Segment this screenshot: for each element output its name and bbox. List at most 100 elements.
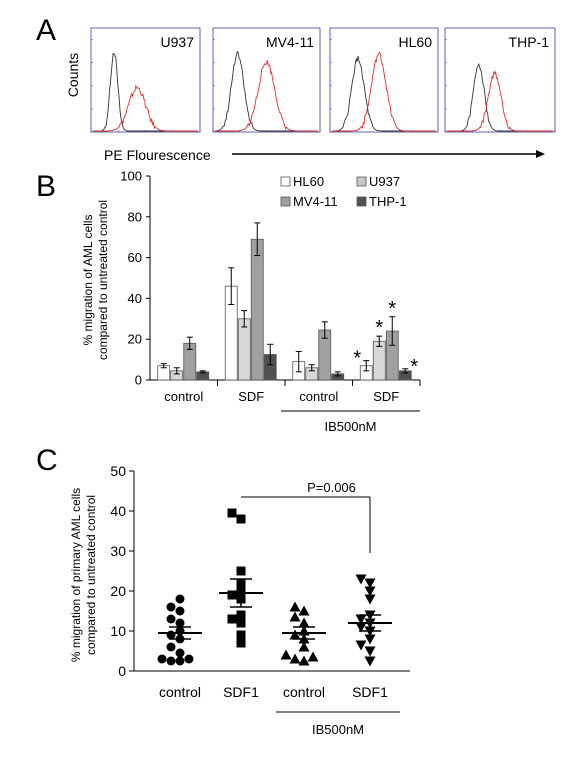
data-point-square (236, 618, 246, 628)
histogram-u937: U937 (90, 27, 201, 133)
panel-b-group-label: IB500nM (324, 419, 376, 434)
significance-star: * (388, 298, 396, 320)
histogram-peak-stained (93, 84, 198, 132)
panel-b-y-tick-label: 60 (128, 250, 142, 265)
data-point-circle (166, 630, 176, 640)
legend-label-thp-1: THP-1 (369, 194, 407, 209)
data-point-triangle-down (364, 586, 376, 597)
panel-c-scatter-chart: 0 10 20 30 40 50 % migration of primary AML ce… (69, 463, 410, 737)
data-point-triangle-down (355, 574, 367, 585)
data-point-triangle-down (364, 656, 376, 667)
panel-c-group-label: IB500nM (312, 722, 364, 737)
data-point-triangle-down (364, 578, 376, 589)
panel-b-category-label: SDF (238, 389, 264, 404)
bar-mv4-11 (250, 238, 264, 381)
data-point-square (236, 566, 246, 576)
data-point-square (236, 630, 246, 640)
histogram-label: MV4-11 (266, 34, 314, 50)
panel-c-y-tick-label: 30 (110, 543, 126, 559)
legend-label-u937: U937 (369, 174, 400, 189)
panel-c-category-label: SDF1 (352, 684, 388, 700)
histogram-peak-stained (332, 51, 436, 132)
legend-swatch-u937 (356, 176, 367, 187)
data-point-circle (175, 618, 185, 628)
panel-b-y-tick-label: 80 (128, 209, 142, 224)
histogram-frame (212, 27, 321, 133)
histogram-hl60: HL60 (329, 27, 439, 133)
panel-c-y-tick-label: 0 (118, 663, 126, 679)
histogram-label: HL60 (399, 34, 433, 50)
panel-c-category-label: SDF1 (223, 684, 259, 700)
data-point-triangle-down (355, 622, 367, 633)
data-point-square (236, 610, 246, 620)
panel-b-y-tick-label: 20 (128, 332, 142, 347)
data-point-triangle (298, 605, 310, 616)
data-point-triangle (289, 611, 301, 622)
panel-c-y-tick-label: 40 (110, 503, 126, 519)
histogram-peak-stained (447, 70, 553, 132)
panel-b-y-tick-label: 40 (128, 291, 142, 306)
significance-star: * (375, 317, 383, 339)
bar-u937 (237, 318, 251, 381)
panel-a-xlabel: PE Flourescence (104, 147, 211, 163)
panel-c-category-label: control (159, 684, 201, 700)
legend-swatch-mv4-11 (280, 196, 291, 207)
data-point-square (227, 614, 237, 624)
panel-b-category-label: control (164, 389, 203, 404)
data-point-triangle (298, 655, 310, 666)
panel-c-y-tick-label: 20 (110, 583, 126, 599)
legend-swatch-hl60 (280, 176, 291, 187)
histogram-mv4-11: MV4-11 (212, 27, 321, 133)
pvalue-label: P=0.006 (307, 480, 356, 495)
data-point-square (236, 514, 246, 524)
legend-label-hl60: HL60 (293, 174, 324, 189)
data-point-circle (175, 648, 185, 658)
data-point-circle (166, 656, 176, 666)
data-point-triangle-down (355, 614, 367, 625)
panel-b-y-tick-label: 0 (135, 373, 142, 388)
panel-b-bar-chart: 0 20 40 60 80 100 % migration of AML cells comp… (81, 169, 421, 434)
bar-u937 (372, 340, 386, 381)
data-point-circle (166, 614, 176, 624)
panel-letter-c: C (36, 444, 58, 477)
data-point-triangle (298, 617, 310, 628)
panel-c-category-label: control (283, 684, 325, 700)
data-point-triangle-down (364, 646, 376, 657)
panel-b-ylabel-line1: % migration of AML cells (81, 215, 95, 346)
data-point-circle (184, 654, 194, 664)
panel-b-y-tick-label: 100 (120, 169, 142, 184)
histogram-thp-1: THP-1 (444, 27, 556, 133)
data-point-circle (175, 606, 185, 616)
panel-b-legend: HL60 U937 MV4-11 THP-1 (280, 174, 407, 209)
panel-c-ylabel-line2: compared to untreated control (84, 495, 98, 655)
panel-c-y-tick-label: 50 (110, 463, 126, 479)
data-point-square (227, 508, 237, 518)
panel-a-ylabel: Counts (65, 53, 81, 97)
panel-a-histograms: Counts PE Flourescence U937 MV4-11 HL60 THP… (65, 27, 556, 163)
panel-b-category-label: control (299, 389, 338, 404)
significance-star: * (410, 356, 418, 378)
data-point-triangle (289, 601, 301, 612)
data-point-triangle (307, 651, 319, 662)
data-point-circle (175, 594, 185, 604)
data-point-square (227, 590, 237, 600)
data-point-triangle (289, 653, 301, 664)
histogram-label: U937 (161, 34, 195, 50)
histogram-peak-stained (215, 59, 318, 132)
data-point-triangle-down (355, 640, 367, 651)
panel-b-ylabel-line2: compared to untreated control (96, 200, 110, 360)
histogram-frame (444, 27, 556, 133)
data-point-triangle (298, 641, 310, 652)
data-point-circle (175, 656, 185, 666)
histogram-label: THP-1 (509, 34, 550, 50)
data-point-circle (166, 602, 176, 612)
data-point-triangle (289, 629, 301, 640)
data-point-triangle-down (364, 634, 376, 645)
significance-star: * (353, 348, 361, 370)
panel-c-y-tick-label: 10 (110, 623, 126, 639)
legend-swatch-thp-1 (356, 196, 367, 207)
data-point-triangle (280, 649, 292, 660)
panel-letter-b: B (36, 170, 56, 203)
data-point-triangle-down (364, 594, 376, 605)
